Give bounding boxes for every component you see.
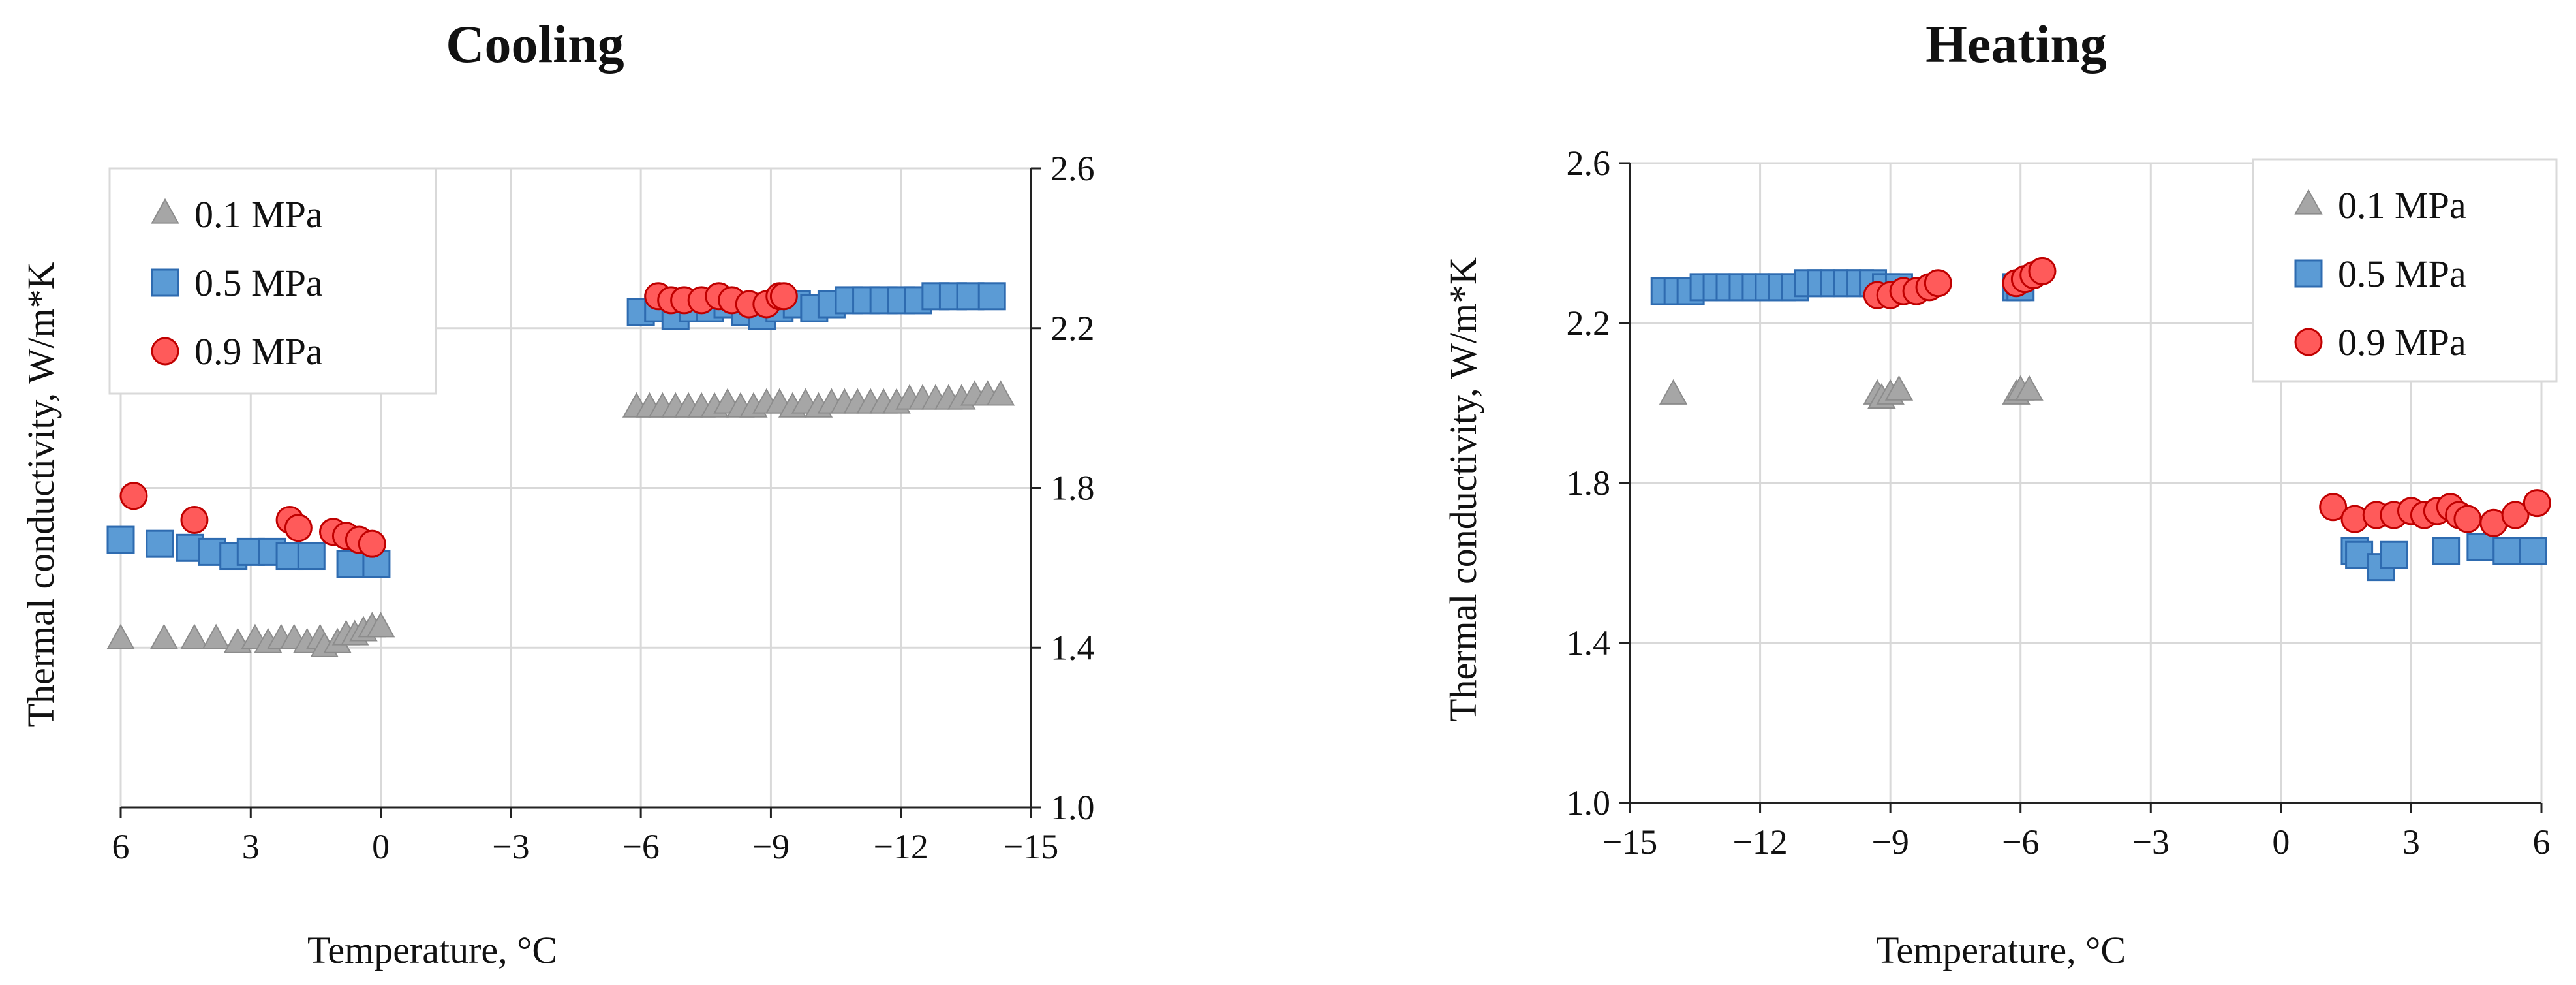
data-point: [2453, 505, 2482, 533]
data-point: [180, 505, 209, 534]
legend: 0.1 MPa 0.5 MPa 0.9 MPa: [108, 167, 437, 395]
series-0-1-mpa: [1659, 375, 2044, 409]
x-tick-label: −12: [873, 827, 928, 866]
legend-label: 0.1 MPa: [194, 193, 323, 236]
y-tick-label: 2.2: [1050, 309, 1095, 348]
legend-marker-triangle-icon: [2294, 189, 2323, 215]
y-axis-label: Thermal conductivity, W/m*K: [20, 262, 62, 727]
data-point: [284, 514, 313, 542]
data-point: [180, 623, 209, 649]
y-tick-label: 1.8: [1050, 469, 1095, 508]
legend-label: 0.1 MPa: [2338, 184, 2466, 227]
y-tick-label: 1.8: [1567, 463, 1611, 503]
legend-label: 0.9 MPa: [2338, 321, 2466, 364]
x-tick-label: −15: [1004, 827, 1058, 866]
legend-label: 0.9 MPa: [194, 330, 323, 373]
data-point: [977, 282, 1006, 311]
x-tick-label: −9: [752, 827, 790, 866]
x-tick-label: 3: [242, 827, 260, 866]
x-tick-label: 3: [2402, 822, 2420, 862]
series-0-1-mpa: [106, 380, 1015, 657]
data-point: [1884, 375, 1914, 401]
data-point: [2501, 501, 2530, 529]
data-point: [366, 612, 395, 638]
chart-cooling: Cooling 6 3 0 −3 −6 −9 −12 −151.0 1.4 1.8 2.2 2.6 Tem…: [20, 14, 1095, 971]
x-tick-label: −12: [1732, 822, 1787, 862]
legend-label: 0.5 MPa: [2338, 253, 2466, 295]
data-point: [2522, 489, 2551, 518]
data-point: [1659, 379, 1688, 405]
data-point: [106, 525, 135, 554]
data-point: [2028, 257, 2057, 285]
legend-marker-triangle-icon: [151, 198, 179, 224]
legend: 0.1 MPa 0.5 MPa 0.9 MPa: [2252, 158, 2558, 383]
data-point: [2466, 533, 2495, 561]
legend-label: 0.5 MPa: [194, 262, 323, 304]
x-axis-label: Temperature, °C: [307, 929, 557, 971]
y-axis-label: Thermal conductivity, W/m*K: [1442, 257, 1484, 722]
x-tick-label: −9: [1871, 822, 1909, 862]
data-point: [2519, 537, 2547, 565]
x-tick-label: 6: [112, 827, 130, 866]
data-point: [106, 623, 135, 649]
legend-marker-square-icon: [151, 268, 179, 297]
series-0-9-mpa: [1863, 257, 2551, 537]
data-point: [202, 623, 230, 649]
legend-marker-circle-icon: [2294, 328, 2323, 356]
x-tick-label: −3: [2132, 822, 2170, 862]
data-point: [149, 623, 179, 649]
y-tick-label: 1.4: [1050, 628, 1095, 667]
data-point: [297, 542, 326, 571]
y-tick-label: 2.2: [1567, 304, 1611, 343]
chart-title: Heating: [1925, 14, 2107, 74]
data-point: [2492, 537, 2521, 565]
data-point: [986, 380, 1015, 406]
x-tick-label: −6: [2002, 822, 2039, 862]
y-tick-label: 2.6: [1050, 149, 1095, 188]
data-point: [119, 482, 148, 510]
data-point: [2380, 540, 2408, 569]
y-tick-label: 1.0: [1050, 788, 1095, 827]
x-tick-label: −15: [1602, 822, 1657, 862]
x-axis-label: Temperature, °C: [1876, 929, 2126, 971]
data-point: [2319, 493, 2348, 522]
data-point: [1924, 269, 1952, 298]
x-tick-label: 6: [2533, 822, 2551, 862]
x-tick-label: −6: [622, 827, 659, 866]
x-tick-label: 0: [372, 827, 390, 866]
x-tick-label: 0: [2272, 822, 2290, 862]
series-0-9-mpa: [119, 282, 798, 558]
y-tick-label: 1.4: [1567, 623, 1611, 663]
data-point: [358, 529, 386, 558]
data-point: [2432, 537, 2461, 565]
data-point: [769, 282, 798, 311]
chart-title: Cooling: [446, 14, 624, 74]
chart-heating: Heating −15 −12 −9 −6 −3 0 3 6 1.0 1.4 1.8 2.2 2.6 Tem…: [1442, 14, 2558, 971]
y-tick-label: 1.0: [1567, 783, 1611, 822]
legend-marker-square-icon: [2294, 259, 2323, 288]
legend-marker-circle-icon: [151, 337, 179, 366]
data-point: [146, 529, 174, 558]
data-point: [336, 550, 365, 578]
data-point: [2015, 375, 2044, 401]
x-tick-label: −3: [492, 827, 529, 866]
y-tick-label: 2.6: [1567, 144, 1611, 183]
